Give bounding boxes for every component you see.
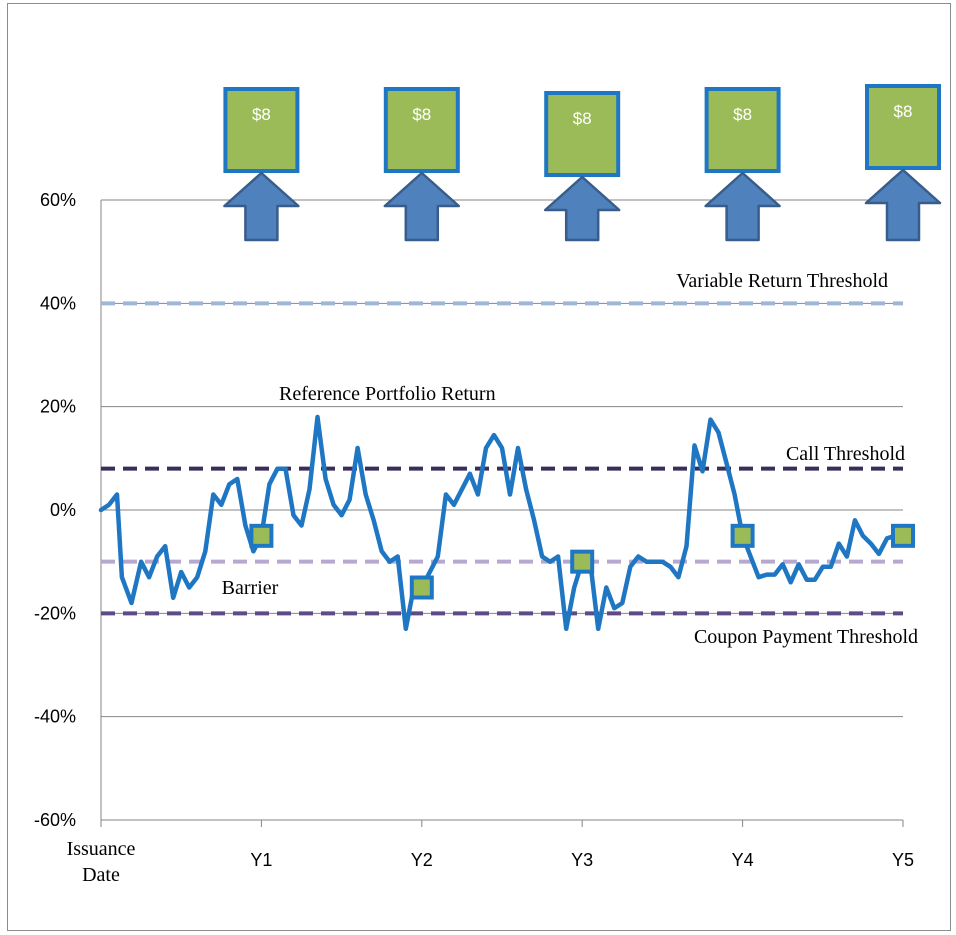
coupon-boxes: $8 $8 $8 $8 $8 (223, 84, 942, 242)
coupon-arrow (704, 171, 781, 242)
observation-marker (409, 575, 434, 600)
coupon-arrow (383, 171, 461, 242)
axes: 60% 40% 20% 0% -20% -40% -60% Issuance Date Y1 Y2 Y… (34, 190, 914, 886)
x-tick-label-line: Date (82, 864, 120, 886)
coupon-box (544, 91, 621, 177)
series-label: Reference Portfolio Return (279, 383, 496, 405)
y-tick-label: 20% (40, 397, 76, 417)
coupon-label: $8 (252, 105, 271, 124)
y-tick-label: -60% (34, 810, 76, 830)
x-tick-label: Issuance Date (67, 838, 136, 886)
x-tick-label: Y5 (892, 850, 914, 870)
threshold-label: Variable Return Threshold (676, 270, 888, 292)
coupon-arrow (543, 175, 621, 242)
y-tick-label: -40% (34, 707, 76, 727)
coupon-box (223, 87, 300, 173)
x-tick-label-line: Issuance (67, 838, 136, 860)
y-tick-label: 60% (40, 190, 76, 210)
coupon-box (383, 87, 460, 173)
series-layer (98, 414, 906, 632)
x-tick-label: Y2 (411, 850, 433, 870)
observation-marker (730, 523, 755, 548)
coupon-label: $8 (894, 102, 913, 121)
coupon-box (704, 87, 781, 173)
x-tick-label: Y4 (732, 850, 754, 870)
y-tick-label: -20% (34, 603, 76, 623)
coupon-arrow (864, 168, 942, 242)
labels: Variable Return Threshold Call Threshold B… (222, 270, 918, 648)
observation-marker (570, 549, 595, 574)
y-tick-label: 40% (40, 293, 76, 313)
y-tick-label: 0% (50, 500, 76, 520)
threshold-label: Barrier (222, 577, 279, 599)
coupon-label: $8 (412, 105, 431, 124)
observation-marker (249, 523, 274, 548)
threshold-lines (101, 301, 903, 616)
x-tick-label: Y3 (571, 850, 593, 870)
observation-markers (249, 523, 915, 600)
observation-marker (891, 523, 915, 548)
threshold-label: Call Threshold (786, 443, 905, 465)
threshold-label: Coupon Payment Threshold (694, 626, 918, 648)
x-tick-label: Y1 (250, 850, 272, 870)
coupon-arrow (223, 171, 300, 242)
coupon-label: $8 (573, 109, 592, 128)
coupon-label: $8 (733, 105, 752, 124)
series-line (98, 414, 906, 632)
coupon-box (865, 84, 941, 170)
